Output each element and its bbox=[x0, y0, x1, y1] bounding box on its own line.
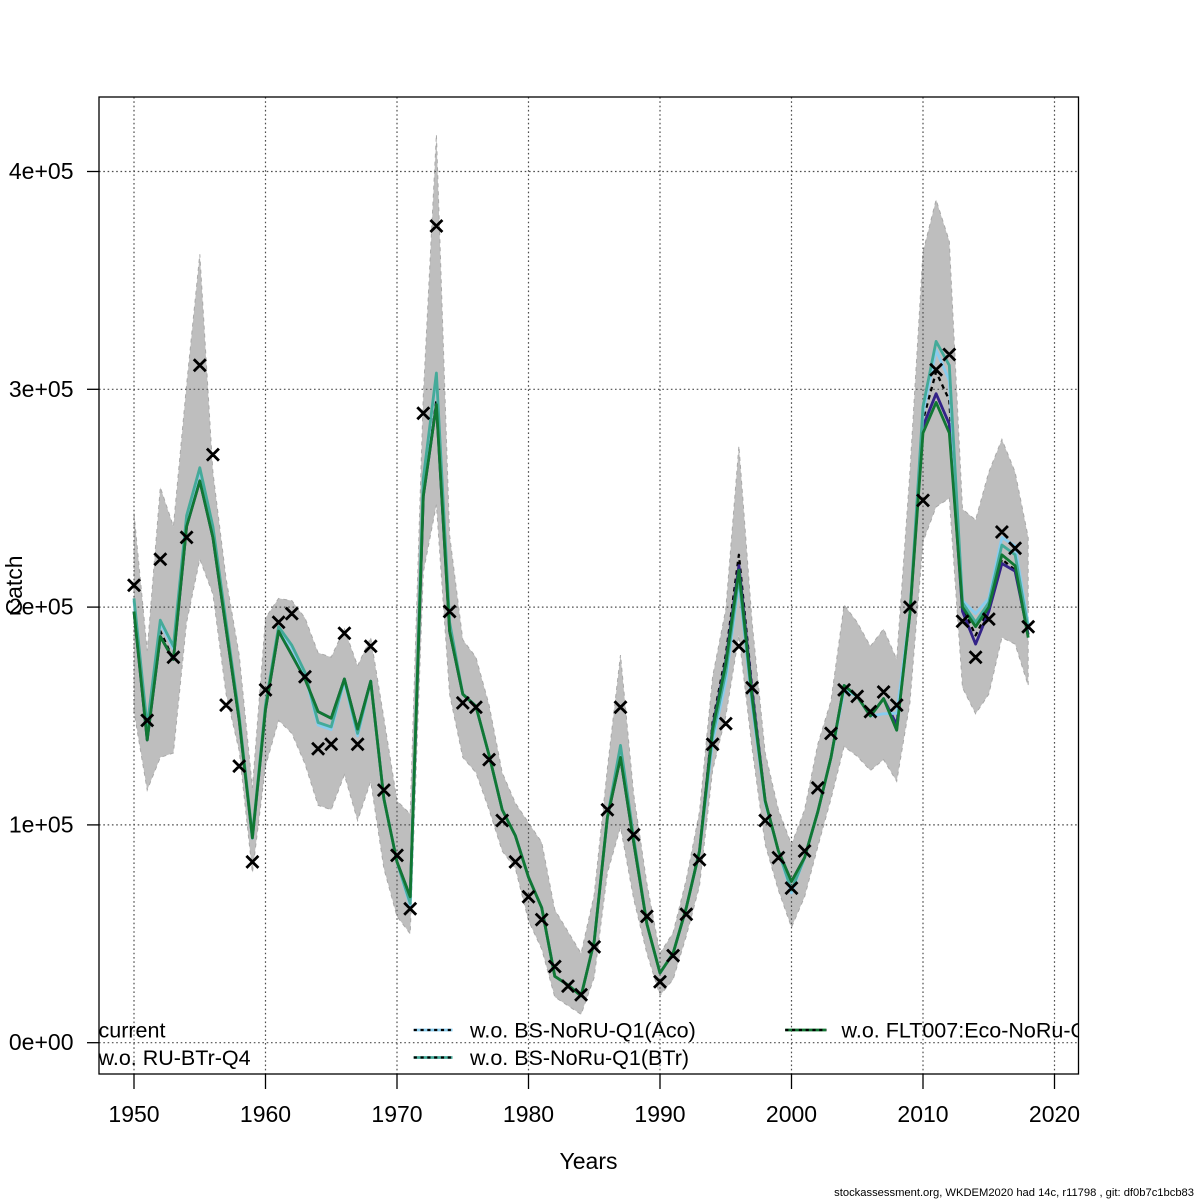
svg-text:2020: 2020 bbox=[1029, 1101, 1080, 1127]
svg-text:w.o. FLT007:Eco-NoRu-Q1(Eco): w.o. FLT007:Eco-NoRu-Q1(Eco) bbox=[841, 1019, 1151, 1043]
svg-text:1970: 1970 bbox=[371, 1101, 422, 1127]
svg-text:current: current bbox=[99, 1019, 166, 1043]
svg-text:1990: 1990 bbox=[634, 1101, 685, 1127]
svg-text:Years: Years bbox=[560, 1148, 618, 1174]
svg-text:w.o. RU-BTr-Q4: w.o. RU-BTr-Q4 bbox=[98, 1046, 251, 1070]
svg-text:2010: 2010 bbox=[897, 1101, 948, 1127]
svg-text:stockassessment.org, WKDEM2020: stockassessment.org, WKDEM2020 had 14c, … bbox=[834, 1187, 1194, 1199]
svg-text:3e+05: 3e+05 bbox=[9, 376, 74, 402]
svg-text:2e+05: 2e+05 bbox=[9, 594, 74, 620]
svg-text:4e+05: 4e+05 bbox=[9, 158, 74, 184]
svg-text:0e+00: 0e+00 bbox=[9, 1029, 74, 1055]
svg-text:1950: 1950 bbox=[108, 1101, 159, 1127]
svg-text:2000: 2000 bbox=[766, 1101, 817, 1127]
svg-text:w.o. BS-NoRu-Q1(BTr): w.o. BS-NoRu-Q1(BTr) bbox=[469, 1046, 689, 1070]
svg-text:1980: 1980 bbox=[503, 1101, 554, 1127]
svg-text:1e+05: 1e+05 bbox=[9, 811, 74, 837]
svg-text:w.o. BS-NoRU-Q1(Aco): w.o. BS-NoRU-Q1(Aco) bbox=[469, 1019, 696, 1043]
svg-text:1960: 1960 bbox=[240, 1101, 291, 1127]
svg-text:Catch: Catch bbox=[1, 555, 27, 615]
